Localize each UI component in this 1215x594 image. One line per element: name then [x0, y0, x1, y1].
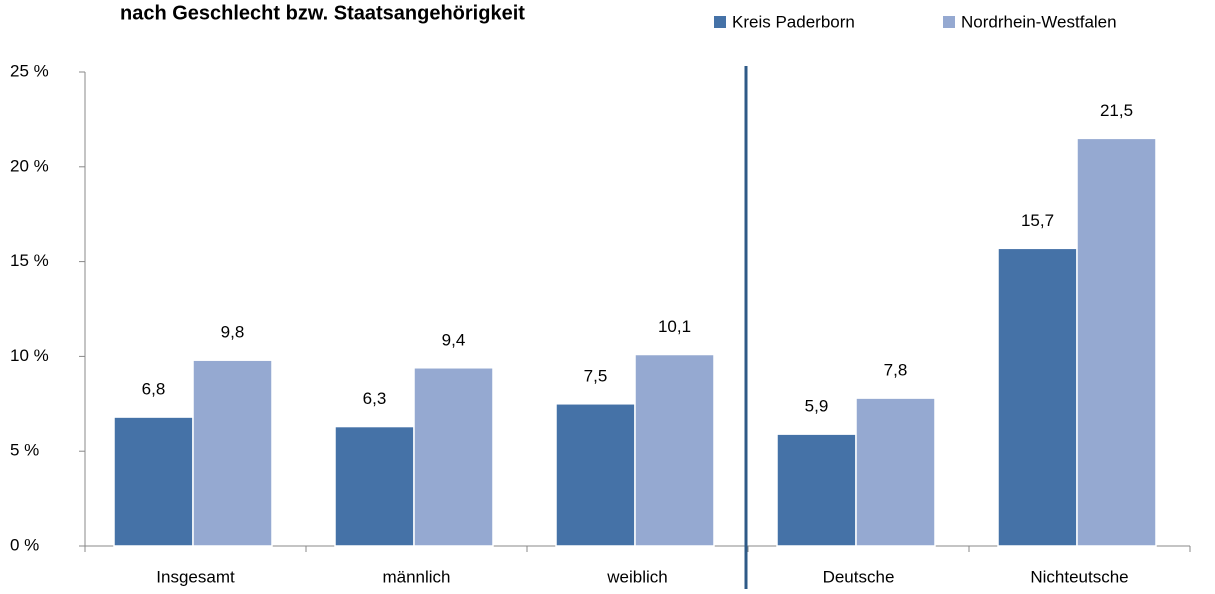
- value-label: 5,9: [805, 397, 829, 416]
- value-label: 6,8: [142, 380, 166, 399]
- bar: [855, 397, 936, 547]
- chart-title: nach Geschlecht bzw. Staatsangehörigkeit: [120, 2, 525, 24]
- value-label: 10,1: [658, 317, 691, 336]
- legend-label: Kreis Paderborn: [732, 12, 855, 31]
- bar: [997, 247, 1078, 547]
- bar: [634, 353, 715, 547]
- value-label: 9,4: [442, 330, 466, 349]
- value-label: 21,5: [1100, 101, 1133, 120]
- value-label: 9,8: [221, 323, 245, 342]
- legend-swatch: [714, 16, 726, 28]
- legend-label: Nordrhein-Westfalen: [961, 12, 1117, 31]
- bar: [776, 433, 857, 547]
- value-label: 7,5: [584, 366, 608, 385]
- bar: [192, 359, 273, 547]
- y-tick-label: 20 %: [10, 156, 49, 175]
- y-tick-label: 15 %: [10, 251, 49, 270]
- bar: [1076, 137, 1157, 547]
- y-tick-label: 5 %: [10, 441, 39, 460]
- x-tick-label: Nichteutsche: [1030, 567, 1128, 586]
- bar: [413, 367, 494, 547]
- legend-swatch: [943, 16, 955, 28]
- value-label: 6,3: [363, 389, 387, 408]
- x-tick-label: Deutsche: [823, 567, 895, 586]
- value-label: 15,7: [1021, 211, 1054, 230]
- y-tick-label: 25 %: [10, 61, 49, 80]
- value-label: 7,8: [884, 361, 908, 380]
- x-tick-label: männlich: [382, 567, 450, 586]
- y-tick-label: 0 %: [10, 535, 39, 554]
- x-tick-label: Insgesamt: [156, 567, 235, 586]
- x-tick-label: weiblich: [606, 567, 667, 586]
- bar: [555, 403, 636, 547]
- bar: [334, 425, 415, 547]
- bar: [113, 416, 194, 547]
- y-tick-label: 10 %: [10, 346, 49, 365]
